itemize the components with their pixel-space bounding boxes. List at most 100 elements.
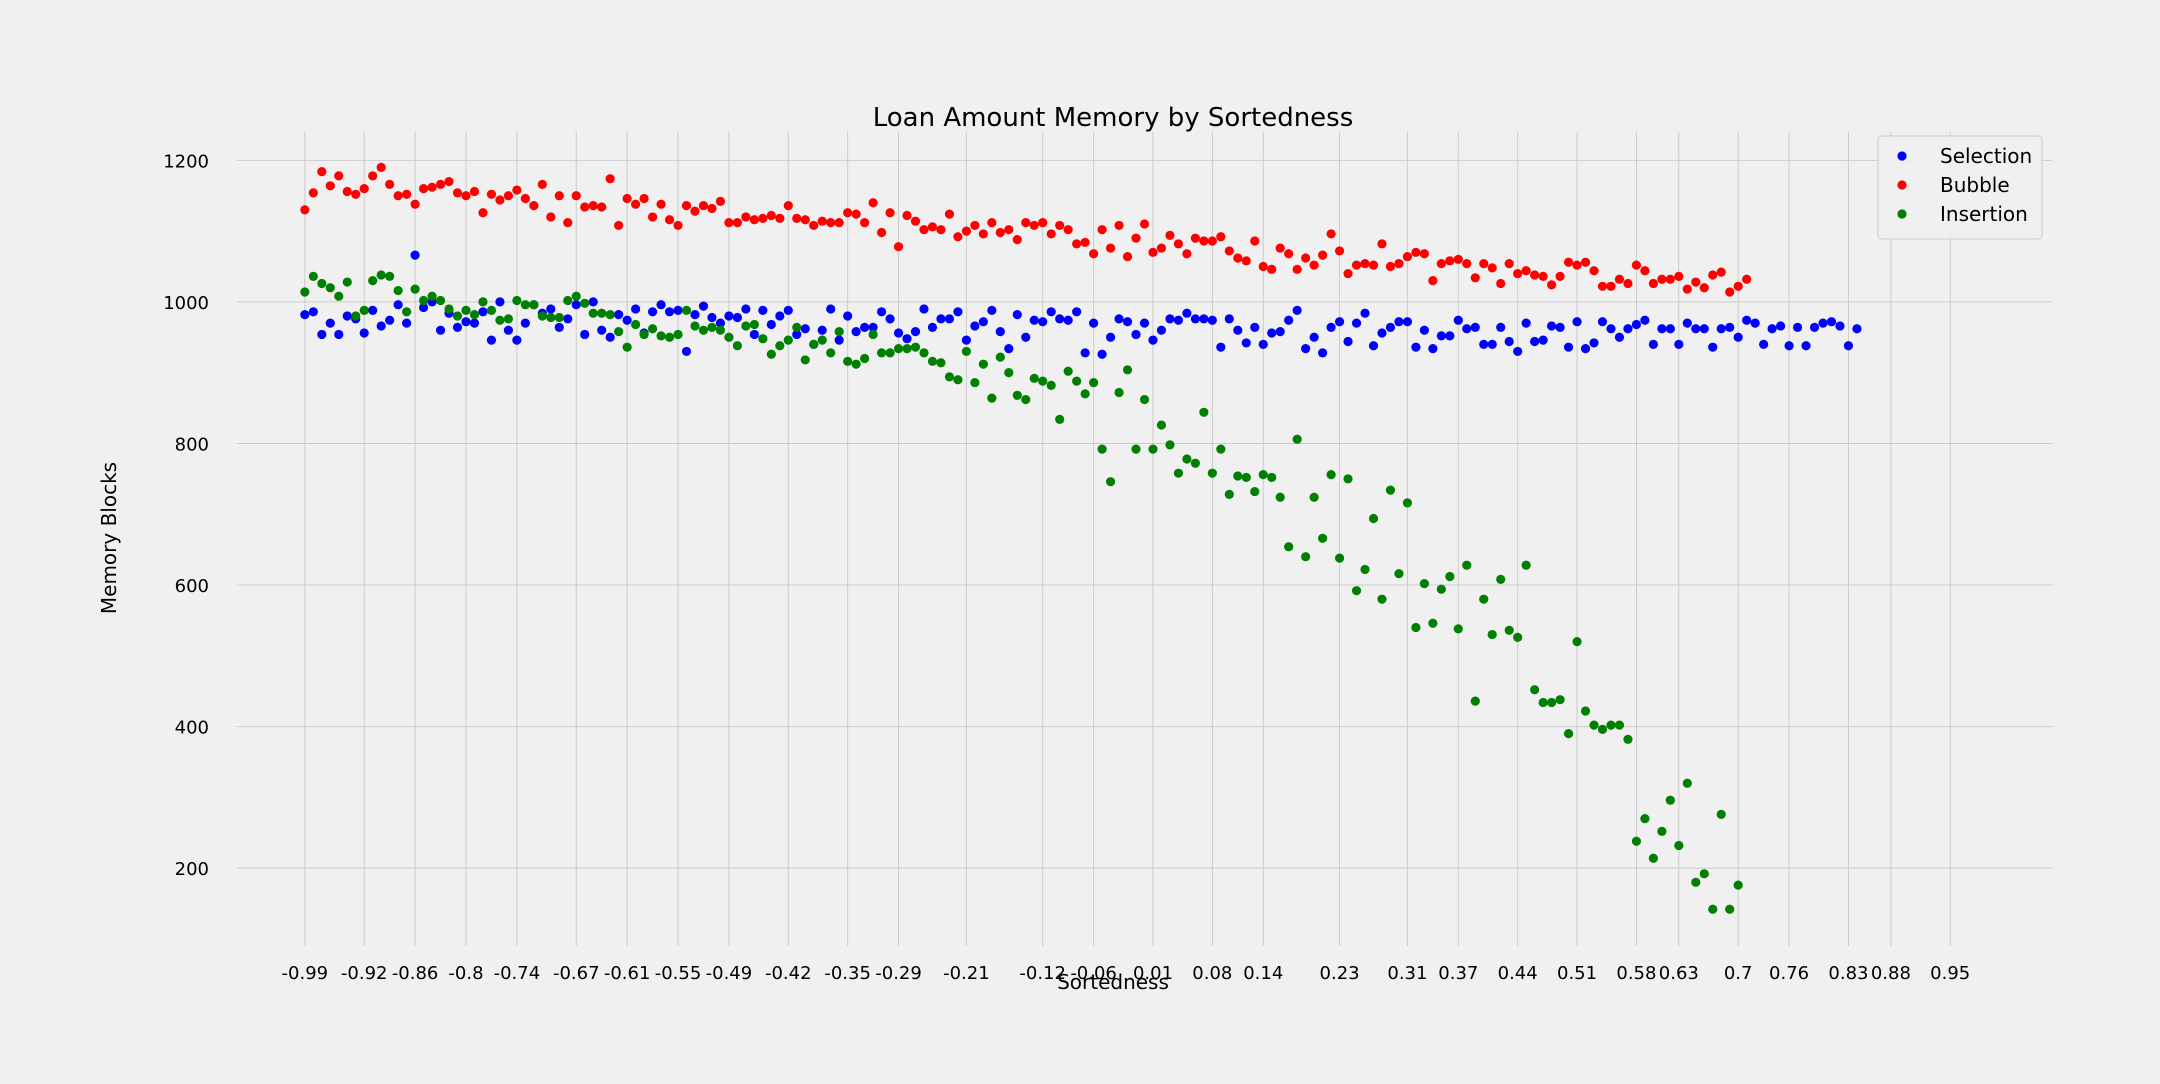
data-point bbox=[970, 321, 980, 331]
data-point bbox=[537, 311, 547, 321]
data-point bbox=[1555, 322, 1565, 332]
data-point bbox=[817, 216, 827, 226]
data-point bbox=[1012, 390, 1022, 400]
data-point bbox=[868, 329, 878, 340]
data-point bbox=[1699, 869, 1709, 879]
data-point bbox=[656, 331, 666, 341]
data-point bbox=[953, 232, 963, 242]
data-point bbox=[1131, 233, 1141, 243]
data-point bbox=[469, 186, 480, 197]
data-point bbox=[614, 327, 624, 337]
data-point bbox=[936, 314, 946, 324]
data-point bbox=[1207, 315, 1217, 325]
x-tick-label: 0.7 bbox=[1724, 963, 1753, 984]
data-point bbox=[563, 314, 573, 324]
data-point bbox=[1665, 324, 1675, 334]
data-point bbox=[1725, 904, 1735, 914]
data-point bbox=[1275, 327, 1285, 337]
data-point bbox=[1326, 229, 1336, 239]
data-point bbox=[1394, 569, 1404, 579]
data-point bbox=[1351, 586, 1362, 596]
x-tick-label: 0.58 bbox=[1616, 963, 1656, 984]
data-point bbox=[1199, 236, 1209, 246]
data-point bbox=[597, 325, 607, 335]
data-point bbox=[1301, 552, 1311, 562]
data-point bbox=[1801, 341, 1811, 351]
data-point bbox=[1682, 318, 1692, 328]
x-tick-label: -0.61 bbox=[604, 963, 651, 984]
data-point bbox=[851, 359, 861, 369]
data-point bbox=[529, 201, 539, 211]
data-point bbox=[1665, 795, 1675, 805]
data-point bbox=[893, 328, 904, 338]
data-point bbox=[673, 220, 683, 231]
data-point bbox=[1470, 696, 1480, 706]
data-point bbox=[1699, 324, 1709, 334]
data-point bbox=[647, 307, 658, 317]
y-tick-label: 200 bbox=[175, 859, 209, 880]
data-point bbox=[860, 322, 870, 332]
data-point bbox=[1521, 318, 1531, 328]
data-point bbox=[1716, 267, 1726, 277]
data-point bbox=[1063, 225, 1073, 235]
data-point bbox=[1411, 342, 1421, 352]
data-point bbox=[1759, 339, 1769, 349]
data-point bbox=[732, 341, 742, 351]
data-point bbox=[885, 348, 895, 358]
data-point bbox=[605, 174, 615, 184]
grid-lines bbox=[237, 132, 2052, 946]
data-point bbox=[1038, 317, 1048, 327]
data-point bbox=[698, 301, 709, 311]
data-point bbox=[1046, 307, 1056, 317]
data-point bbox=[300, 205, 310, 215]
data-point bbox=[1114, 387, 1124, 398]
data-point bbox=[1708, 270, 1718, 280]
data-point bbox=[1487, 629, 1497, 640]
data-point bbox=[1105, 332, 1116, 342]
data-point bbox=[834, 335, 844, 345]
data-point bbox=[1377, 594, 1387, 604]
data-point bbox=[486, 335, 497, 345]
y-tick-label: 600 bbox=[175, 576, 209, 597]
data-point bbox=[1385, 485, 1396, 495]
legend: Selection Bubble Insertion bbox=[1877, 135, 2043, 240]
data-point bbox=[614, 220, 624, 231]
chart-title: Loan Amount Memory by Sortedness bbox=[873, 103, 1354, 133]
data-point bbox=[775, 341, 785, 351]
data-point bbox=[1809, 322, 1820, 332]
legend-label: Bubble bbox=[1940, 173, 2010, 197]
data-point bbox=[1453, 315, 1463, 325]
data-point bbox=[698, 201, 709, 211]
data-point bbox=[1419, 249, 1429, 259]
data-point bbox=[1631, 319, 1642, 330]
data-point bbox=[673, 329, 683, 340]
data-point bbox=[1572, 317, 1582, 327]
data-point bbox=[783, 201, 793, 211]
x-tick-label: -0.06 bbox=[1070, 963, 1117, 984]
data-point bbox=[876, 307, 887, 317]
data-point bbox=[1318, 250, 1328, 260]
data-point bbox=[656, 199, 666, 209]
data-point bbox=[1241, 472, 1251, 483]
data-point bbox=[1182, 454, 1192, 464]
data-point bbox=[308, 307, 318, 317]
data-point bbox=[1165, 314, 1175, 324]
data-point bbox=[444, 304, 454, 314]
data-point bbox=[1190, 314, 1200, 324]
data-point bbox=[1046, 380, 1056, 391]
data-point bbox=[1538, 335, 1548, 345]
data-point bbox=[1343, 268, 1353, 279]
data-point bbox=[927, 322, 938, 332]
data-point bbox=[995, 227, 1005, 238]
data-point bbox=[1131, 329, 1141, 340]
data-point bbox=[469, 318, 480, 328]
data-point bbox=[1165, 230, 1175, 240]
data-point bbox=[1368, 341, 1379, 351]
data-point bbox=[1199, 407, 1209, 417]
data-point bbox=[520, 193, 530, 204]
data-point bbox=[1419, 578, 1429, 589]
data-point bbox=[741, 321, 751, 331]
data-point bbox=[1580, 257, 1591, 267]
data-point bbox=[1563, 729, 1574, 739]
